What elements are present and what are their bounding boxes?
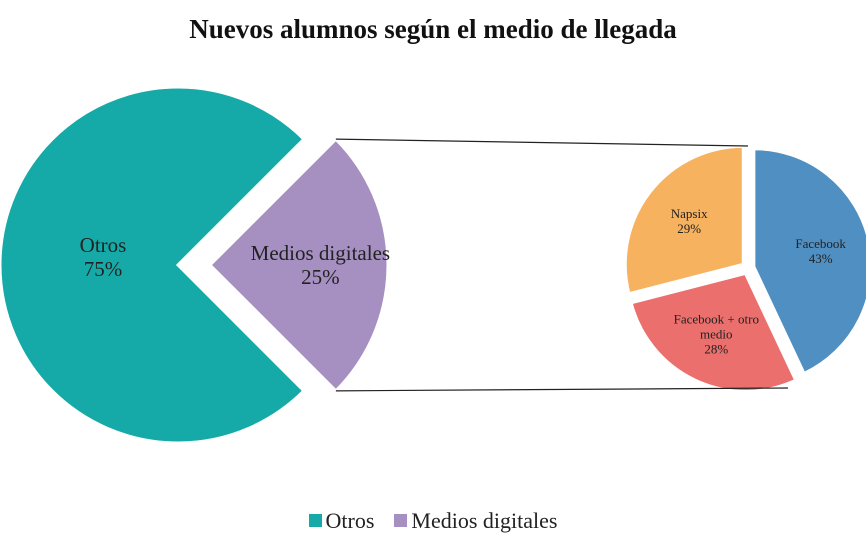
connector-line — [335, 387, 789, 392]
pie-slice — [752, 147, 866, 376]
slice-value-label: 25% — [301, 265, 340, 289]
slice-label: Facebook 43% — [775, 235, 866, 267]
pie-slice — [0, 85, 306, 445]
slice-category: Facebook + otro medio — [673, 311, 759, 342]
pie-slice — [207, 137, 390, 393]
slice-category: Otros — [79, 232, 127, 257]
legend-swatch — [394, 514, 408, 527]
slice-value-label: 28% — [704, 341, 729, 357]
connector-line — [335, 138, 749, 147]
slice-value-label: 75% — [83, 257, 123, 281]
slice-label: Otros 75% — [80, 233, 127, 281]
slice-category: Facebook — [795, 235, 846, 251]
pie-slice — [623, 144, 745, 296]
slice-category: Medios digitales — [250, 240, 391, 265]
slice-category: Napsix — [670, 206, 708, 222]
slice-value-label: 29% — [677, 221, 702, 237]
slice-value-label: 43% — [808, 250, 833, 266]
legend-item: Otros — [308, 508, 375, 534]
legend: Otros Medios digitales — [0, 508, 866, 534]
legend-swatch — [308, 514, 322, 527]
legend-label: Otros — [325, 508, 375, 533]
legend-label: Medios digitales — [411, 508, 558, 533]
legend-item: Medios digitales — [394, 508, 557, 534]
slice-label: Medios digitales 25% — [251, 241, 390, 289]
chart-title: Nuevos alumnos según el medio de llegada — [189, 14, 677, 44]
slice-label: Napsix 29% — [643, 206, 735, 237]
slice-label: Facebook + otro medio 28% — [670, 311, 762, 358]
